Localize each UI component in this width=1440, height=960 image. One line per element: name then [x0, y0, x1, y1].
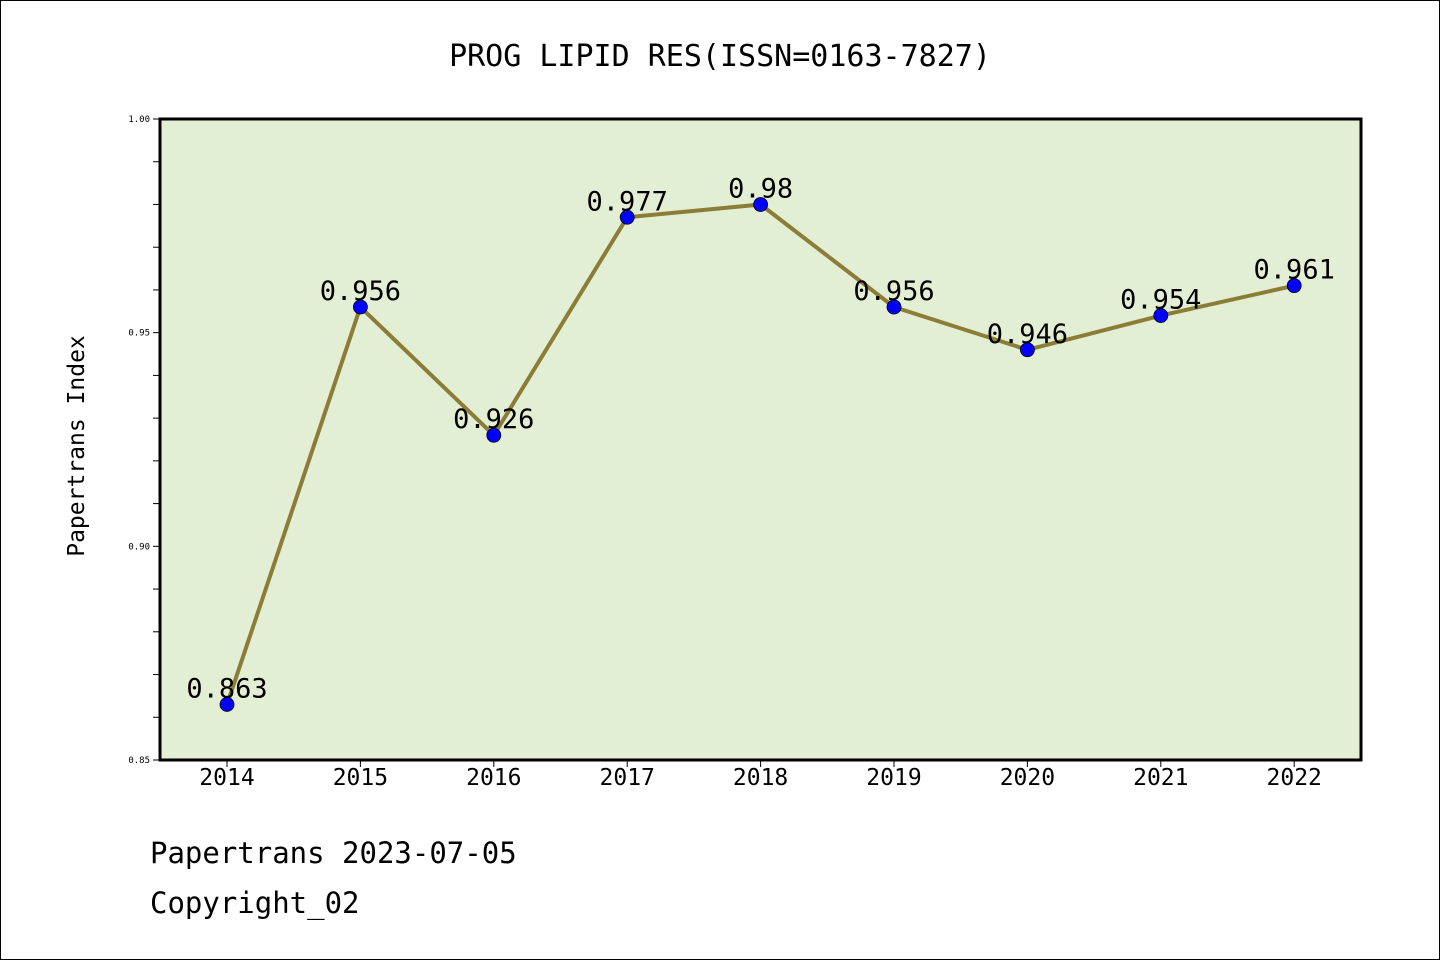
data-point — [486, 427, 502, 443]
x-tick-label: 2017 — [600, 765, 655, 791]
data-point — [753, 197, 768, 212]
data-label: 0.956 — [320, 276, 401, 307]
x-tick-label: 2021 — [1133, 765, 1188, 791]
y-tick-label: 1.00 — [128, 115, 150, 125]
data-label: 0.863 — [186, 673, 267, 704]
data-point — [352, 299, 368, 315]
data-point — [219, 697, 235, 712]
data-point — [1020, 342, 1035, 358]
footer-date-line: Papertrans 2023-07-05 — [150, 836, 517, 870]
footer-copyright: Copyright_02 — [150, 886, 360, 920]
data-point — [886, 299, 902, 315]
data-label: 0.926 — [453, 404, 534, 435]
x-tick-label: 2019 — [866, 765, 921, 791]
y-axis: 0.85 0.90 0.95 1.00 — [128, 115, 160, 766]
y-tick-label: 0.85 — [128, 756, 150, 766]
x-tick-label: 2014 — [199, 765, 254, 791]
x-tick-label: 2015 — [333, 765, 388, 791]
data-point — [619, 209, 635, 225]
y-axis-label: Papertrans Index — [64, 335, 90, 557]
x-tick-label: 2018 — [733, 765, 788, 791]
data-point — [1153, 308, 1169, 323]
data-label: 0.956 — [853, 276, 934, 307]
data-label: 0.961 — [1254, 255, 1335, 286]
y-tick-label: 0.95 — [128, 329, 150, 339]
x-tick-label: 2020 — [1000, 765, 1055, 791]
x-axis: 2014 2015 2016 2017 2018 2019 2020 2021 2022 — [199, 760, 1322, 791]
plot-area — [160, 119, 1361, 760]
data-label: 0.98 — [728, 173, 793, 204]
data-label: 0.946 — [987, 319, 1068, 350]
data-point — [1286, 278, 1302, 294]
x-tick-label: 2022 — [1267, 765, 1322, 791]
chart-title: PROG LIPID RES(ISSN=0163-7827) — [449, 39, 991, 74]
y-tick-label: 0.90 — [128, 542, 150, 552]
series-group: 0.863 0.956 0.926 0.977 0.98 0.956 0.946 0.954 0… — [186, 173, 1335, 712]
x-tick-label: 2016 — [466, 765, 521, 791]
data-label: 0.954 — [1120, 285, 1201, 316]
plot-border — [158, 117, 1363, 762]
data-label: 0.977 — [587, 186, 668, 217]
